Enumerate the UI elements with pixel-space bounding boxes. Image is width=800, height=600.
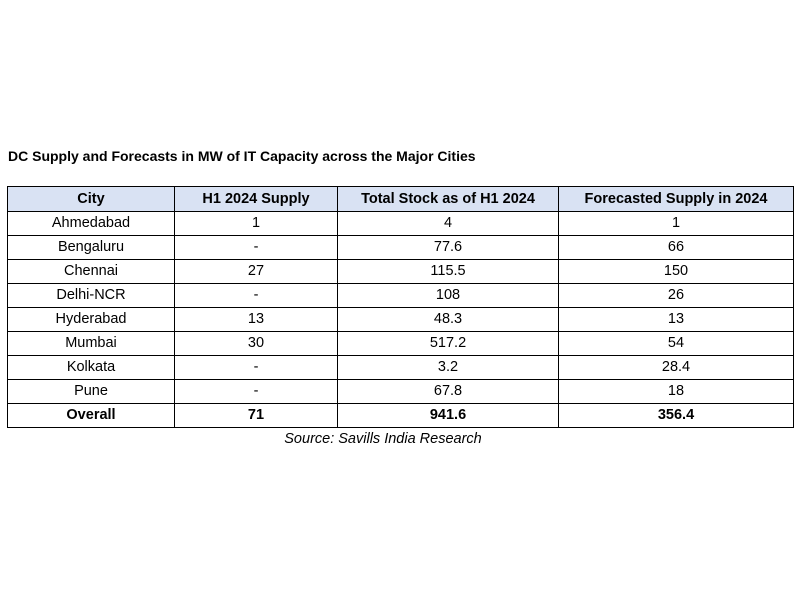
cell-h1-supply: - — [174, 379, 338, 404]
table-row: Pune -67.8 18 — [7, 379, 794, 404]
supply-table: City H1 2024 Supply Total Stock as of H1… — [7, 186, 794, 428]
cell-total-stock: 4 — [337, 211, 559, 236]
cell-total-stock: 67.8 — [337, 379, 559, 404]
column-header-forecast: Forecasted Supply in 2024 — [558, 186, 794, 212]
column-header-h1-supply: H1 2024 Supply — [174, 186, 338, 212]
cell-h1-supply: 27 — [174, 259, 338, 284]
cell-city: Ahmedabad — [7, 211, 175, 236]
cell-forecast: 18 — [558, 379, 794, 404]
cell-total-stock: 115.5 — [337, 259, 559, 284]
cell-total-stock: 48.3 — [337, 307, 559, 332]
table-row: Kolkata -3.2 28.4 — [7, 355, 794, 380]
cell-city: Bengaluru — [7, 235, 175, 260]
table-row: Delhi-NCR -108 26 — [7, 283, 794, 308]
column-header-city: City — [7, 186, 175, 212]
table-row: Mumbai 30 517.2 54 — [7, 331, 794, 356]
cell-forecast: 26 — [558, 283, 794, 308]
header-row: City H1 2024 Supply Total Stock as of H1… — [7, 186, 794, 212]
cell-city: Kolkata — [7, 355, 175, 380]
total-cell-total-stock: 941.6 — [337, 403, 559, 428]
cell-city: Delhi-NCR — [7, 283, 175, 308]
cell-h1-supply: - — [174, 283, 338, 308]
cell-forecast: 28.4 — [558, 355, 794, 380]
cell-total-stock: 517.2 — [337, 331, 559, 356]
cell-city: Chennai — [7, 259, 175, 284]
cell-h1-supply: 30 — [174, 331, 338, 356]
cell-h1-supply: - — [174, 235, 338, 260]
table-body: Ahmedabad 1 4 1 Bengaluru -77.6 66 Chennai 27 115… — [7, 211, 794, 428]
cell-h1-supply: 1 — [174, 211, 338, 236]
cell-h1-supply: 13 — [174, 307, 338, 332]
cell-forecast: 13 — [558, 307, 794, 332]
table-row: Ahmedabad 1 4 1 — [7, 211, 794, 236]
total-row: Overall 71 941.6 356.4 — [7, 403, 794, 428]
column-header-total-stock: Total Stock as of H1 2024 — [337, 186, 559, 212]
table-title: DC Supply and Forecasts in MW of IT Capa… — [8, 148, 476, 164]
total-cell-h1-supply: 71 — [174, 403, 338, 428]
table-row: Bengaluru -77.6 66 — [7, 235, 794, 260]
cell-forecast: 1 — [558, 211, 794, 236]
table-row: Hyderabad 13 48.3 13 — [7, 307, 794, 332]
total-cell-forecast: 356.4 — [558, 403, 794, 428]
cell-total-stock: 3.2 — [337, 355, 559, 380]
cell-city: Pune — [7, 379, 175, 404]
cell-total-stock: 77.6 — [337, 235, 559, 260]
cell-forecast: 54 — [558, 331, 794, 356]
cell-forecast: 150 — [558, 259, 794, 284]
cell-city: Hyderabad — [7, 307, 175, 332]
cell-total-stock: 108 — [337, 283, 559, 308]
table-row: Chennai 27 115.5 150 — [7, 259, 794, 284]
cell-forecast: 66 — [558, 235, 794, 260]
total-cell-city: Overall — [7, 403, 175, 428]
source-note: Source: Savills India Research — [284, 431, 482, 447]
cell-h1-supply: - — [174, 355, 338, 380]
cell-city: Mumbai — [7, 331, 175, 356]
